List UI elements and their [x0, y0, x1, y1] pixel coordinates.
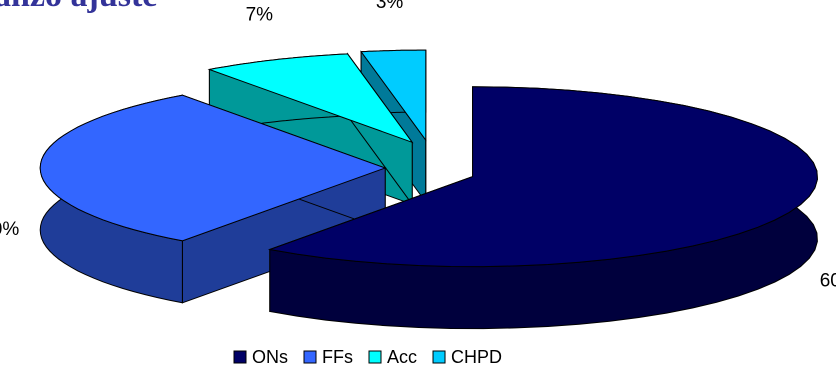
legend-label: FFs — [322, 347, 353, 367]
legend-label: CHPD — [451, 347, 502, 367]
pie-slice — [39, 94, 387, 242]
pie-slice — [207, 53, 414, 144]
legend-swatch — [303, 350, 317, 364]
data-label: 3% — [376, 0, 404, 13]
slice — [39, 94, 387, 304]
data-label: 7% — [246, 5, 274, 26]
slice — [267, 86, 818, 330]
pie-slice — [360, 49, 427, 142]
legend-swatch — [368, 350, 382, 364]
chart-title: anzo ajuste — [0, 0, 157, 14]
legend-label: ONs — [252, 347, 288, 367]
legend-swatch — [432, 350, 446, 364]
pie-slice — [267, 86, 818, 268]
legend-label: Acc — [387, 347, 417, 367]
data-label: 30% — [0, 219, 19, 240]
legend-swatch — [233, 350, 247, 364]
data-label: 60% — [820, 270, 836, 291]
